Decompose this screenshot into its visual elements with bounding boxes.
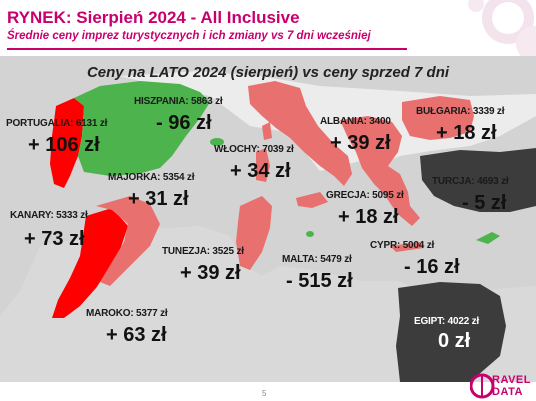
change-turcja: - 5 zł: [462, 192, 507, 214]
change-cypr: - 16 zł: [404, 256, 460, 278]
canary-region: [52, 208, 128, 318]
tunisia-region: [236, 196, 272, 270]
label-albania: ALBANIA: 3400: [320, 116, 391, 127]
logo-line1: RAVEL: [492, 374, 531, 386]
label-hiszpania: HISZPANIA: 5863 zł: [134, 96, 223, 107]
label-tunezja: TUNEZJA: 3525 zł: [162, 246, 244, 257]
label-egipt: EGIPT: 4022 zł: [414, 316, 480, 327]
spain-region: [74, 81, 210, 176]
majorca-region: [210, 138, 224, 146]
decorative-circles-icon: [468, 0, 536, 60]
change-wlochy: + 34 zł: [230, 160, 291, 182]
change-egipt: 0 zł: [438, 330, 471, 352]
bulgaria-region: [402, 96, 474, 140]
change-majorka: + 31 zł: [128, 188, 189, 210]
change-grecja: + 18 zł: [338, 206, 399, 228]
mediterranean-map: [0, 56, 536, 382]
change-malta: - 515 zł: [286, 270, 353, 292]
change-maroko: + 63 zł: [106, 324, 167, 346]
morocco-region: [96, 196, 160, 286]
portugal-region: [50, 98, 84, 188]
turkey-region: [420, 148, 536, 212]
label-kanary: KANARY: 5333 zł: [10, 210, 88, 221]
footer: [0, 382, 536, 401]
label-turcja: TURCJA: 4693 zł: [432, 176, 509, 187]
header: RYNEK: Sierpień 2024 - All Inclusive Śre…: [0, 0, 536, 60]
page-number: 5: [262, 389, 267, 398]
cyprus-region: [476, 232, 500, 244]
egypt-region: [396, 282, 506, 382]
label-portugalia: PORTUGALIA: 6131 zł: [6, 118, 108, 129]
change-tunezja: + 39 zł: [180, 262, 241, 284]
change-albania: + 39 zł: [330, 132, 391, 154]
label-cypr: CYPR: 5004 zł: [370, 240, 435, 251]
label-majorka: MAJORKA: 5354 zł: [108, 172, 195, 183]
albania-region: [340, 116, 402, 172]
travel-data-logo-icon: [470, 373, 495, 399]
label-grecja: GRECJA: 5095 zł: [326, 190, 404, 201]
label-maroko: MAROKO: 5377 zł: [86, 308, 168, 319]
change-hiszpania: - 96 zł: [156, 112, 212, 134]
label-wlochy: WŁOCHY: 7039 zł: [214, 144, 294, 155]
map-title: Ceny na LATO 2024 (sierpień) vs ceny spr…: [86, 64, 450, 81]
greece-region: [362, 166, 420, 226]
change-bulgaria: + 18 zł: [436, 122, 497, 144]
page-title: RYNEK: Sierpień 2024 - All Inclusive: [7, 8, 300, 27]
change-portugalia: + 106 zł: [28, 134, 100, 156]
label-malta: MALTA: 5479 zł: [282, 254, 352, 265]
header-divider: [7, 48, 407, 50]
italy-region: [248, 81, 352, 186]
malta-region: [306, 231, 314, 237]
logo-line2: DATA: [492, 386, 523, 398]
change-kanary: + 73 zł: [24, 228, 85, 250]
label-bulgaria: BUŁGARIA: 3339 zł: [416, 106, 505, 117]
page-subtitle: Średnie ceny imprez turystycznych i ich …: [7, 30, 371, 42]
